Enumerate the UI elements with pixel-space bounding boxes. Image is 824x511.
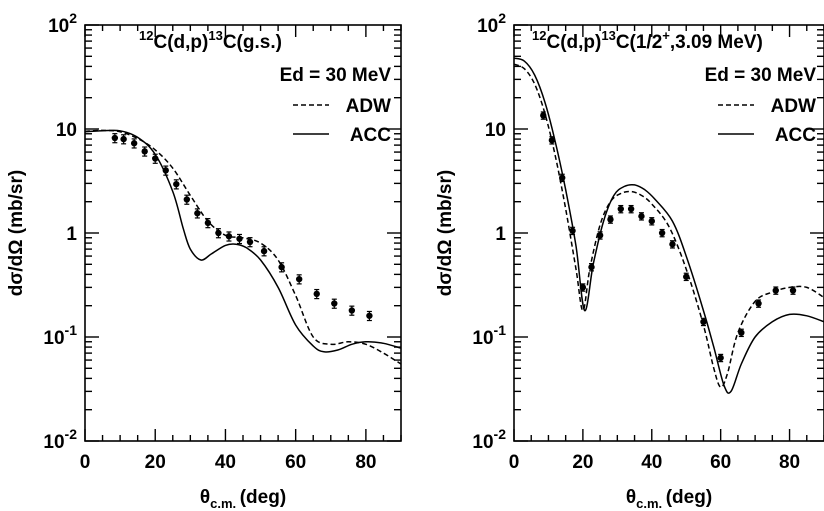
data-point bbox=[366, 310, 373, 322]
data-point bbox=[141, 146, 148, 157]
data-point bbox=[120, 134, 127, 145]
legend-label: ACC bbox=[350, 125, 391, 146]
legend-entry-adw: ADW bbox=[293, 96, 391, 117]
data-point bbox=[617, 204, 624, 214]
data-point bbox=[162, 165, 169, 176]
y-tick-label: 10-1 bbox=[472, 322, 506, 349]
data-point bbox=[215, 228, 222, 239]
y-tick-label: 1 bbox=[495, 224, 506, 245]
chart-title: 12C(d,p)13C(g.s.) bbox=[139, 28, 282, 53]
series-line-adw bbox=[514, 63, 824, 388]
y-tick-label: 1 bbox=[66, 224, 77, 245]
legend-entry-adw: ADW bbox=[718, 96, 816, 117]
y-tick-label: 10-1 bbox=[43, 322, 77, 349]
data-point bbox=[607, 215, 614, 224]
y-tick-label: 10 bbox=[56, 120, 77, 141]
y-tick-label: 10-2 bbox=[472, 426, 506, 453]
data-point bbox=[540, 111, 547, 120]
data-point bbox=[204, 218, 212, 229]
y-tick-label: 10-2 bbox=[43, 426, 77, 453]
data-point bbox=[183, 194, 191, 205]
y-axis-label: dσ/dΩ (mb/sr) bbox=[435, 170, 456, 296]
data-point bbox=[569, 226, 576, 236]
y-tick-label: 102 bbox=[477, 10, 506, 37]
x-tick-label: 60 bbox=[710, 452, 731, 473]
energy-annotation: Ed = 30 MeV bbox=[705, 65, 817, 86]
data-point bbox=[278, 262, 285, 273]
data-point bbox=[559, 173, 566, 183]
x-tick-label: 20 bbox=[572, 452, 593, 473]
y-tick-label: 102 bbox=[48, 10, 77, 37]
data-point bbox=[331, 298, 338, 309]
x-tick-label: 0 bbox=[80, 452, 91, 473]
y-tick-label: 10 bbox=[485, 120, 506, 141]
data-point bbox=[111, 133, 119, 144]
legend-entry-acc: ACC bbox=[293, 125, 391, 146]
legend-entry-acc: ACC bbox=[718, 125, 816, 146]
data-point bbox=[152, 153, 159, 164]
data-point bbox=[225, 231, 233, 242]
x-tick-label: 0 bbox=[509, 452, 520, 473]
data-point bbox=[717, 353, 724, 363]
data-point bbox=[638, 212, 645, 221]
data-point bbox=[755, 299, 762, 308]
data-point bbox=[669, 240, 676, 249]
data-point bbox=[194, 208, 201, 219]
data-point bbox=[627, 204, 635, 214]
series-line-acc bbox=[514, 57, 824, 394]
data-point bbox=[348, 305, 356, 316]
data-point bbox=[700, 317, 707, 327]
data-point bbox=[313, 288, 320, 300]
data-point bbox=[579, 283, 587, 292]
x-axis-label: θc.m. (deg) bbox=[626, 487, 712, 511]
data-point bbox=[789, 286, 797, 295]
data-point bbox=[130, 138, 138, 149]
data-point bbox=[648, 217, 655, 226]
data-point bbox=[548, 136, 556, 145]
data-point bbox=[236, 233, 243, 245]
chart-panel-1: 0 20 40 60 80 10-2 10-1 1 10 102 θc.m. (deg) dσ/dΩ … bbox=[6, 10, 402, 511]
data-point bbox=[588, 263, 595, 272]
data-point bbox=[738, 328, 745, 338]
data-point bbox=[596, 231, 604, 240]
plot-frame bbox=[84, 24, 402, 442]
data-point bbox=[173, 179, 180, 190]
chart-panel-2: 0 20 40 60 80 10-2 10-1 1 10 102 θc.m. (deg) dσ/dΩ … bbox=[435, 10, 824, 511]
y-axis-label: dσ/dΩ (mb/sr) bbox=[6, 170, 27, 296]
legend-label: ADW bbox=[771, 96, 816, 117]
x-axis-label: θc.m. (deg) bbox=[200, 487, 286, 511]
data-point bbox=[260, 246, 268, 257]
legend-label: ACC bbox=[775, 125, 816, 146]
data-point bbox=[658, 228, 666, 238]
x-tick-label: 60 bbox=[285, 452, 306, 473]
legend-label: ADW bbox=[346, 96, 391, 117]
x-tick-label: 80 bbox=[779, 452, 800, 473]
x-tick-label: 20 bbox=[145, 452, 166, 473]
chart-title: 12C(d,p)13C(1/2+,3.09 MeV) bbox=[532, 28, 763, 53]
data-point bbox=[772, 286, 779, 295]
x-tick-label: 80 bbox=[355, 452, 376, 473]
data-point bbox=[295, 274, 303, 285]
x-tick-label: 40 bbox=[215, 452, 236, 473]
series-line-adw bbox=[85, 129, 401, 365]
x-tick-label: 40 bbox=[641, 452, 662, 473]
series-line-acc bbox=[85, 129, 401, 353]
energy-annotation: Ed = 30 MeV bbox=[280, 65, 392, 86]
plot-frame bbox=[513, 24, 824, 442]
data-point bbox=[246, 237, 254, 248]
data-point bbox=[683, 272, 690, 282]
